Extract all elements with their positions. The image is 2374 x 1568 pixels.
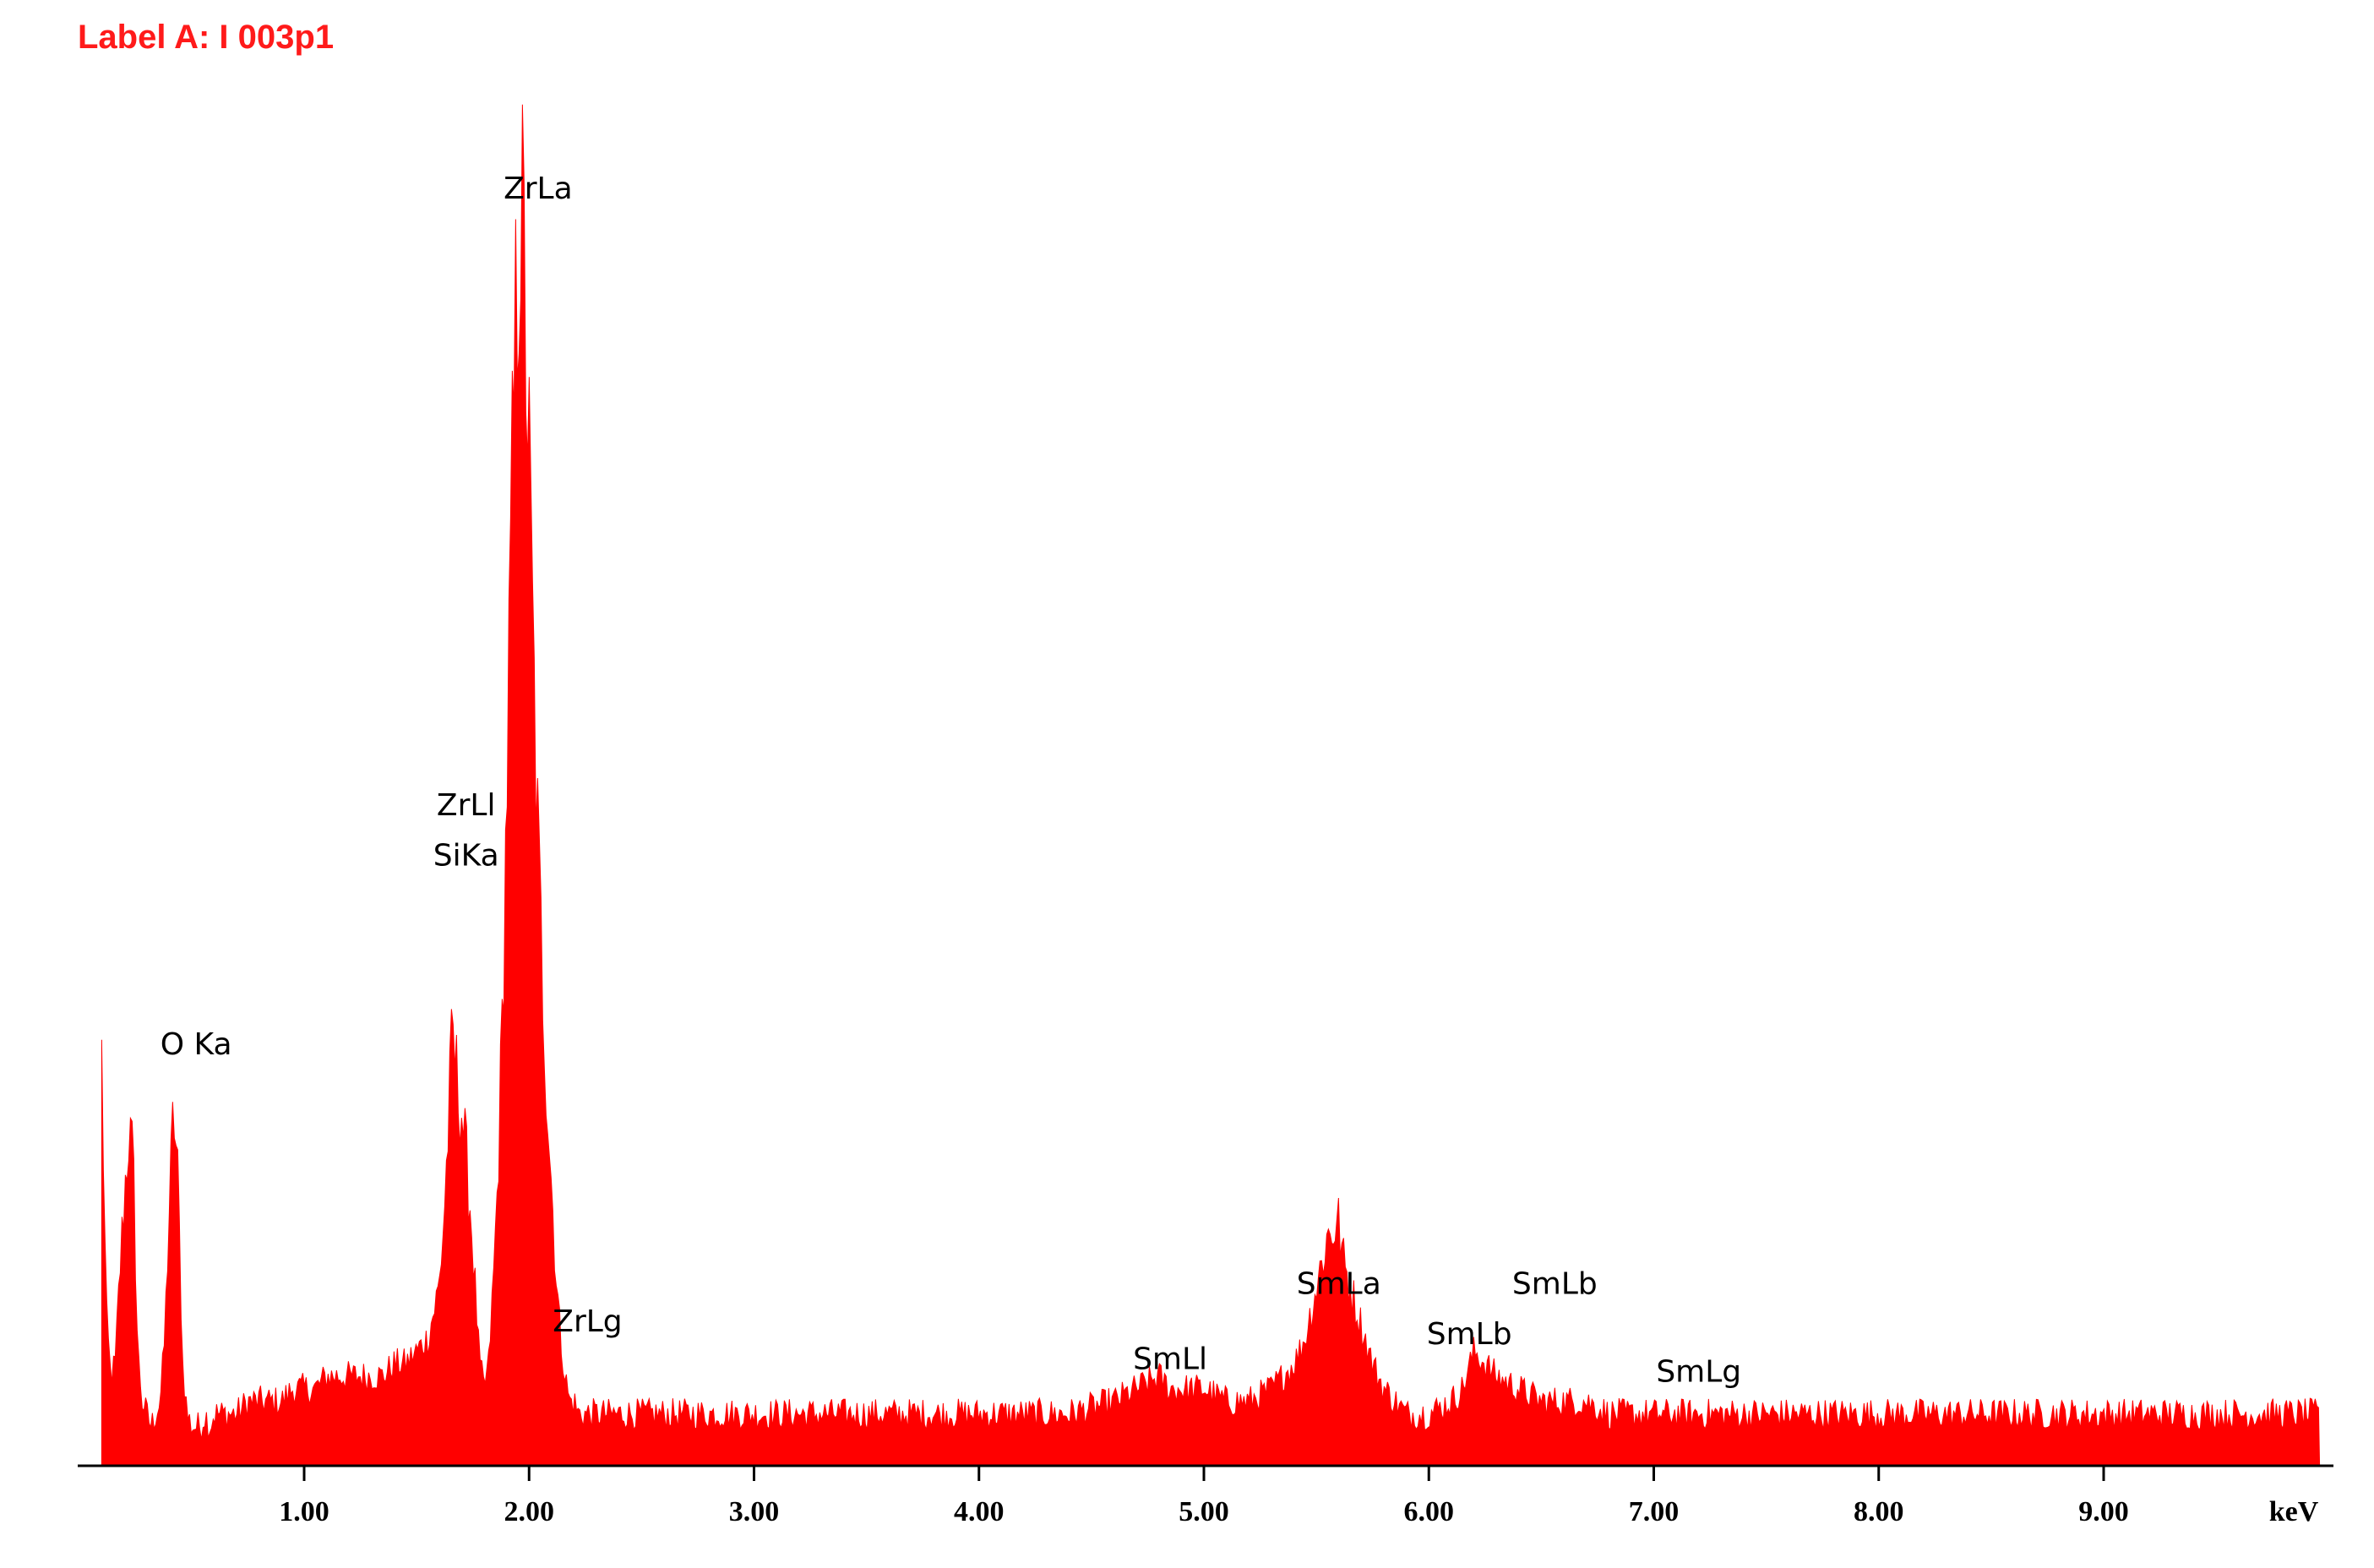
x-tick-label: 9.00 xyxy=(2078,1496,2129,1527)
peak-label: SmLb xyxy=(1512,1266,1598,1301)
peak-label: SmLg xyxy=(1656,1355,1741,1390)
x-tick-label: 6.00 xyxy=(1404,1496,1455,1527)
peak-label: SiKa xyxy=(433,839,499,874)
peak-label: SmLa xyxy=(1297,1266,1381,1301)
peak-label: SmLb xyxy=(1427,1317,1512,1352)
spectrum-series-area xyxy=(101,104,2321,1467)
x-tick-label: 3.00 xyxy=(729,1496,780,1527)
peak-label: ZrLg xyxy=(553,1304,622,1339)
peak-label: ZrLa xyxy=(504,172,573,206)
x-tick-label: 4.00 xyxy=(954,1496,1005,1527)
peak-label: SmLl xyxy=(1133,1342,1207,1377)
spectrum-area xyxy=(101,104,2321,1467)
x-tick-label: 2.00 xyxy=(504,1496,555,1527)
x-tick-label: 1.00 xyxy=(279,1496,329,1527)
peak-label: O Ka xyxy=(161,1027,232,1062)
peak-label: ZrLl xyxy=(437,788,496,823)
x-axis-unit-label: keV xyxy=(2269,1496,2319,1527)
x-tick-label: 5.00 xyxy=(1179,1496,1229,1527)
x-tick-label: 7.00 xyxy=(1629,1496,1680,1527)
x-axis: 1.00 2.00 3.00 4.00 5.00 6.00 7.00 8.00 9.00 keV xyxy=(78,1464,2333,1527)
spectrum-label: Label A: I 003p1 xyxy=(78,19,335,56)
x-tick-label: 8.00 xyxy=(1854,1496,1904,1527)
